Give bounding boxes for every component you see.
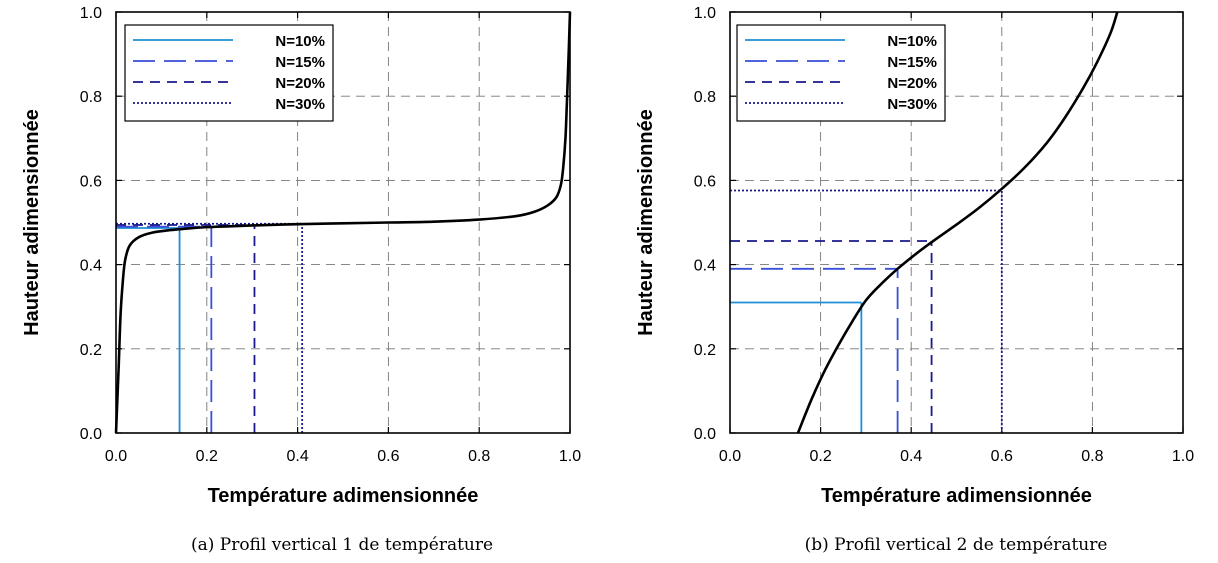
series-line-n20 — [116, 224, 256, 433]
chart-panel-2: 0.0 0.2 0.4 0.6 0.8 1.0 0.0 0.2 0.4 0.6 0.8 1.0 N=10… — [635, 5, 1194, 555]
x-tick-label: 0.2 — [196, 448, 218, 465]
series-line-n10 — [116, 227, 181, 433]
y-axis-title: Hauteur adimensionnée — [21, 109, 43, 336]
figure-caption: (b) Profil vertical 2 de température — [805, 535, 1108, 555]
legend-label: N=15% — [887, 54, 937, 71]
legend-label: N=30% — [887, 96, 937, 113]
x-tick-label: 0.0 — [105, 448, 127, 465]
x-tick-label: 0.6 — [991, 448, 1013, 465]
y-tick-label: 0.6 — [80, 173, 102, 190]
x-tick-label: 0.4 — [286, 448, 308, 465]
series-line-n30 — [730, 189, 1003, 433]
y-axis-title: Hauteur adimensionnée — [635, 109, 657, 336]
legend-box — [736, 24, 946, 122]
x-axis-title: Température adimensionnée — [208, 485, 479, 507]
figure-caption: (a) Profil vertical 1 de température — [191, 535, 493, 555]
y-tick-label: 0.2 — [80, 342, 102, 359]
x-tick-label: 0.4 — [900, 448, 922, 465]
y-tick-label: 0.8 — [80, 89, 102, 106]
legend-label: N=20% — [887, 75, 937, 92]
legend-label: N=30% — [275, 96, 325, 113]
x-tick-label: 1.0 — [1172, 448, 1194, 465]
x-tick-label: 0.6 — [377, 448, 399, 465]
x-tick-label: 0.2 — [809, 448, 831, 465]
y-tick-label: 0.0 — [80, 426, 102, 443]
legend-label: N=15% — [275, 54, 325, 71]
legend-box — [124, 24, 334, 122]
chart-panel-1: 0.0 0.2 0.4 0.6 0.8 1.0 0.0 0.2 0.4 0.6 0.8 1.0 N=10… — [21, 5, 581, 555]
y-tick-label: 0.4 — [80, 258, 102, 275]
y-tick-label: 0.2 — [694, 342, 716, 359]
series-line-n10 — [730, 301, 863, 433]
grid — [116, 12, 570, 433]
y-tick-label: 1.0 — [80, 5, 102, 22]
x-tick-label: 1.0 — [559, 448, 581, 465]
y-tick-label: 1.0 — [694, 5, 716, 22]
grid — [730, 12, 1183, 433]
plot-frame — [115, 11, 571, 434]
series-line-n15 — [116, 225, 213, 433]
temperature-profile-curve — [796, 11, 1119, 434]
x-tick-label: 0.0 — [719, 448, 741, 465]
x-tick-label: 0.8 — [468, 448, 490, 465]
plot-frame — [729, 11, 1184, 434]
series-line-n15 — [730, 267, 899, 433]
y-tick-label: 0.8 — [694, 89, 716, 106]
y-tick-label: 0.6 — [694, 173, 716, 190]
legend-label: N=10% — [887, 33, 937, 50]
y-tick-label: 0.0 — [694, 426, 716, 443]
x-axis-title: Température adimensionnée — [821, 485, 1092, 507]
legend-label: N=20% — [275, 75, 325, 92]
x-tick-label: 0.8 — [1081, 448, 1103, 465]
y-tick-label: 0.4 — [694, 258, 716, 275]
temperature-profile-curve — [114, 11, 572, 434]
legend: N=10% N=15% N=20% N=30% — [736, 24, 946, 122]
series-line-n30 — [116, 222, 304, 433]
legend-label: N=10% — [275, 33, 325, 50]
series-line-n20 — [730, 240, 933, 433]
legend: N=10% N=15% N=20% N=30% — [124, 24, 334, 122]
